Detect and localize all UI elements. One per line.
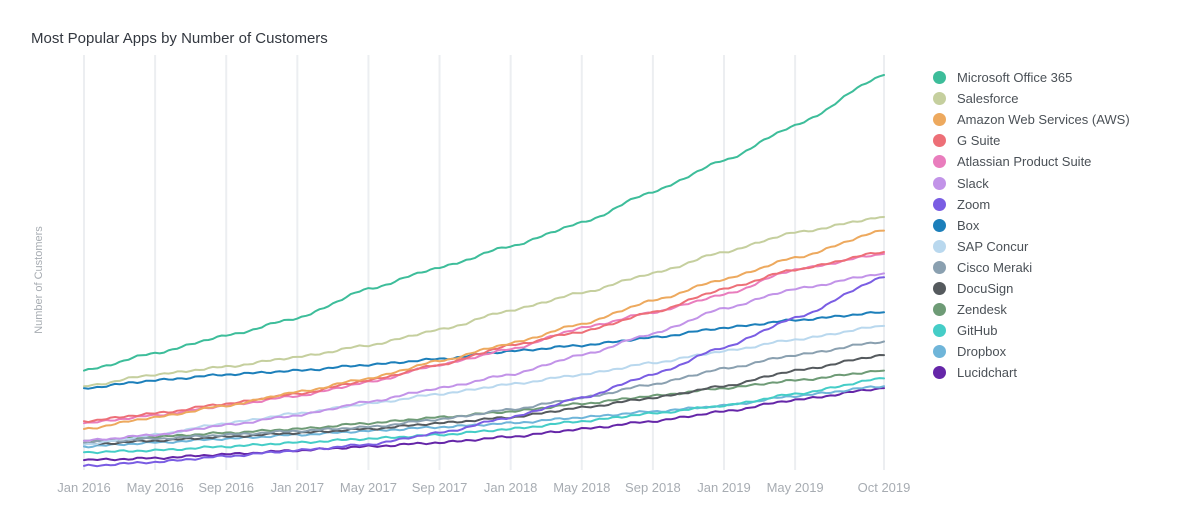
legend-label: Cisco Meraki xyxy=(957,259,1033,275)
legend-label: Box xyxy=(957,217,980,233)
chart-title: Most Popular Apps by Number of Customers xyxy=(31,30,328,47)
legend-swatch-icon xyxy=(933,345,946,359)
series-line xyxy=(83,216,885,388)
legend-item[interactable]: Zoom xyxy=(933,194,1130,215)
legend-label: G Suite xyxy=(957,133,1001,149)
legend-swatch-icon xyxy=(933,260,946,274)
series-line xyxy=(83,377,885,455)
x-tick-label: Jan 2016 xyxy=(57,480,111,495)
legend-label: DocuSign xyxy=(957,280,1014,296)
gridlines xyxy=(83,55,885,470)
legend-item[interactable]: G Suite xyxy=(933,130,1130,151)
legend-swatch-icon xyxy=(933,239,946,253)
legend-swatch-icon xyxy=(933,134,946,148)
legend-item[interactable]: Box xyxy=(933,215,1130,236)
x-tick-label: May 2019 xyxy=(767,480,824,495)
legend-item[interactable]: Atlassian Product Suite xyxy=(933,151,1130,172)
legend-item[interactable]: SAP Concur xyxy=(933,236,1130,257)
legend-swatch-icon xyxy=(933,113,946,127)
legend-item[interactable]: Dropbox xyxy=(933,341,1130,362)
legend-swatch-icon xyxy=(933,324,946,338)
x-tick-label: Sep 2018 xyxy=(625,480,681,495)
series-line xyxy=(83,272,885,442)
legend-swatch-icon xyxy=(933,218,946,232)
line-chart: Jan 2016 May 2016 Sep 2016 Jan 2017 May 2017… xyxy=(57,55,910,495)
legend-label: Salesforce xyxy=(957,91,1019,107)
x-tick-label: May 2017 xyxy=(340,480,397,495)
legend-swatch-icon xyxy=(933,281,946,295)
legend-label: Zendesk xyxy=(957,302,1007,318)
legend-swatch-icon xyxy=(933,92,946,106)
series-line xyxy=(83,324,885,446)
legend-label: Zoom xyxy=(957,196,991,212)
series-line xyxy=(83,251,885,424)
legend-swatch-icon xyxy=(933,155,946,169)
legend-label: Amazon Web Services (AWS) xyxy=(957,112,1130,128)
legend-item[interactable]: DocuSign xyxy=(933,278,1130,299)
legend-label: GitHub xyxy=(957,323,998,339)
legend-item[interactable]: Zendesk xyxy=(933,299,1130,320)
x-tick-label: May 2016 xyxy=(127,480,184,495)
x-tick-label: Jan 2017 xyxy=(271,480,325,495)
legend-swatch-icon xyxy=(933,197,946,211)
legend-label: Microsoft Office 365 xyxy=(957,70,1073,86)
series-line xyxy=(83,385,885,449)
legend-item[interactable]: Salesforce xyxy=(933,88,1130,109)
series-line xyxy=(83,387,885,462)
series-line xyxy=(83,276,885,468)
x-axis-ticks: Jan 2016 May 2016 Sep 2016 Jan 2017 May 2017… xyxy=(57,480,910,495)
legend: Microsoft Office 365 Salesforce Amazon Web… xyxy=(933,67,1130,383)
legend-label: SAP Concur xyxy=(957,238,1029,254)
legend-item[interactable]: Slack xyxy=(933,172,1130,193)
legend-swatch-icon xyxy=(933,366,946,380)
series-line xyxy=(83,340,885,445)
legend-label: Slack xyxy=(957,175,989,191)
legend-label: Atlassian Product Suite xyxy=(957,154,1092,170)
x-tick-label: Jan 2018 xyxy=(484,480,538,495)
legend-label: Dropbox xyxy=(957,344,1007,360)
series-lines xyxy=(83,74,885,468)
x-tick-label: May 2018 xyxy=(553,480,610,495)
legend-swatch-icon xyxy=(933,303,946,317)
legend-item[interactable]: Lucidchart xyxy=(933,362,1130,383)
legend-item[interactable]: Cisco Meraki xyxy=(933,257,1130,278)
legend-item[interactable]: Microsoft Office 365 xyxy=(933,67,1130,88)
legend-swatch-icon xyxy=(933,176,946,190)
x-tick-label: Jan 2019 xyxy=(697,480,751,495)
x-tick-label: Sep 2017 xyxy=(412,480,468,495)
legend-item[interactable]: GitHub xyxy=(933,320,1130,341)
series-line xyxy=(83,229,885,430)
x-tick-label: Sep 2016 xyxy=(198,480,254,495)
series-line xyxy=(83,74,885,372)
legend-item[interactable]: Amazon Web Services (AWS) xyxy=(933,109,1130,130)
x-tick-label: Oct 2019 xyxy=(858,480,910,495)
legend-swatch-icon xyxy=(933,71,946,85)
legend-label: Lucidchart xyxy=(957,365,1017,381)
